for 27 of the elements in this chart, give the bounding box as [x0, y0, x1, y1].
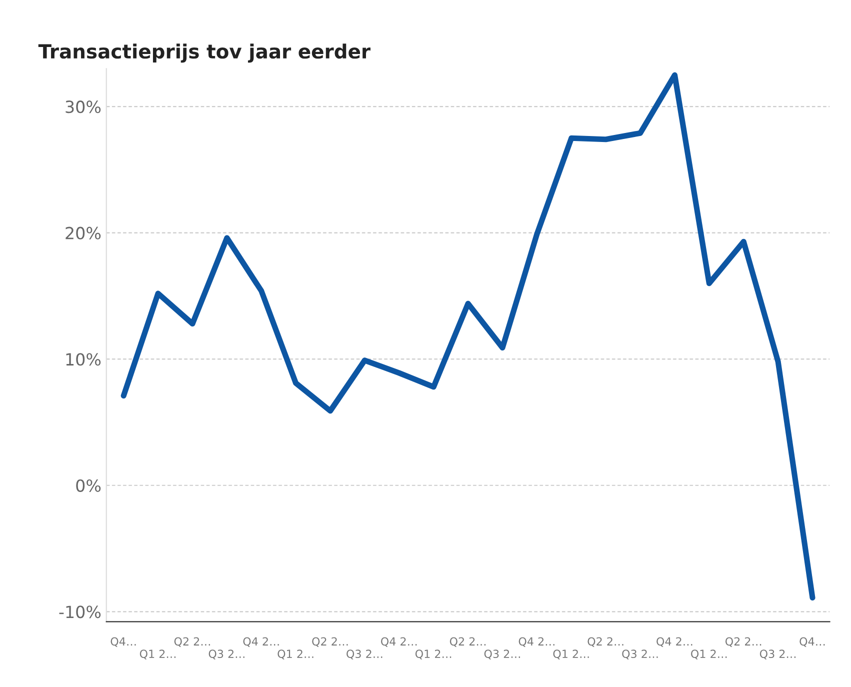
x-tick-label: Q3 2… [208, 650, 244, 660]
y-tick-label: 10% [66, 353, 101, 366]
y-tick-label: 30% [66, 100, 101, 114]
x-tick-label: Q3 2… [346, 650, 382, 660]
x-tick-label: Q4… [800, 637, 825, 647]
x-tick-label: Q2 2… [312, 637, 348, 647]
x-tick-label: Q3 2… [622, 650, 658, 660]
chart-title: Transactieprijs tov jaar eerder [38, 44, 370, 63]
x-tick-label: Q1 2… [415, 650, 452, 660]
x-tick-label: Q2 2… [588, 637, 624, 647]
x-tick-label: Q1 2… [553, 650, 589, 660]
x-tick-label: Q1 2… [278, 650, 314, 660]
y-tick-label: 0% [76, 479, 101, 492]
x-tick-label: Q2 2… [725, 637, 762, 647]
x-tick-label: Q2 2… [450, 637, 486, 647]
x-tick-label: Q4 2… [518, 637, 554, 647]
x-tick-label: Q3 2… [760, 650, 796, 660]
x-tick-label: Q4 2… [656, 637, 692, 647]
x-tick-label: Q4 2… [381, 637, 417, 647]
x-tick-label: Q4… [110, 637, 136, 647]
x-tick-label: Q2 2… [174, 637, 210, 647]
y-tick-label: -10% [59, 606, 101, 618]
x-tick-label: Q4 2… [243, 637, 279, 647]
y-tick-label: 20% [66, 226, 101, 240]
x-tick-label: Q3 2… [484, 650, 520, 660]
x-tick-label: Q1 2… [140, 650, 176, 660]
x-tick-label: Q1 2… [691, 650, 727, 660]
